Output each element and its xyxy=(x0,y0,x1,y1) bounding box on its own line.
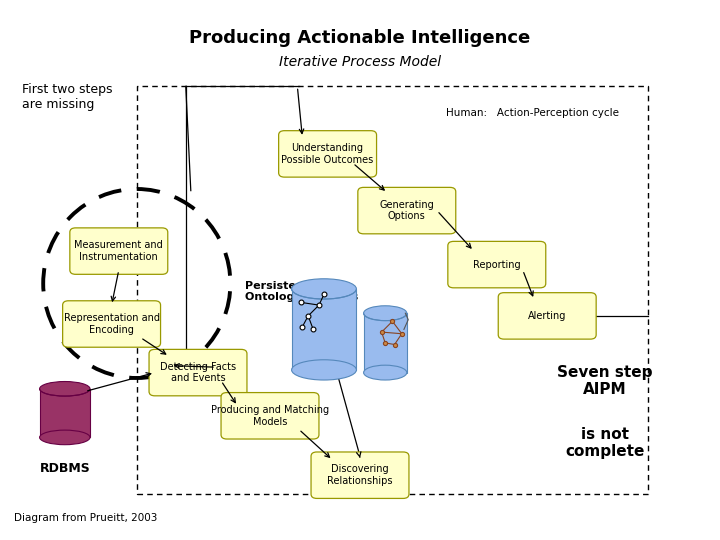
FancyBboxPatch shape xyxy=(498,293,596,339)
Ellipse shape xyxy=(292,279,356,299)
FancyBboxPatch shape xyxy=(63,301,161,347)
Ellipse shape xyxy=(364,306,407,321)
Text: Detecting Facts
and Events: Detecting Facts and Events xyxy=(160,362,236,383)
Text: Reporting: Reporting xyxy=(473,260,521,269)
FancyBboxPatch shape xyxy=(149,349,247,396)
FancyBboxPatch shape xyxy=(358,187,456,234)
Ellipse shape xyxy=(364,365,407,380)
FancyBboxPatch shape xyxy=(448,241,546,288)
Text: Discovering
Relationships: Discovering Relationships xyxy=(328,464,392,486)
Text: First two steps
are missing: First two steps are missing xyxy=(22,83,112,111)
Text: Understanding
Possible Outcomes: Understanding Possible Outcomes xyxy=(282,143,374,165)
Text: Seven step
AIPM: Seven step AIPM xyxy=(557,364,652,397)
Text: Alerting: Alerting xyxy=(528,311,567,321)
Text: Iterative Process Model: Iterative Process Model xyxy=(279,55,441,69)
FancyBboxPatch shape xyxy=(311,452,409,498)
Text: Human:   Action-Perception cycle: Human: Action-Perception cycle xyxy=(446,109,619,118)
Text: Diagram from Prueitt, 2003: Diagram from Prueitt, 2003 xyxy=(14,514,158,523)
Text: is not
complete: is not complete xyxy=(565,427,644,459)
Bar xyxy=(40,389,90,437)
Text: Producing Actionable Intelligence: Producing Actionable Intelligence xyxy=(189,29,531,47)
Ellipse shape xyxy=(292,360,356,380)
FancyBboxPatch shape xyxy=(70,228,168,274)
Bar xyxy=(137,86,648,494)
Ellipse shape xyxy=(40,430,90,445)
Text: Persistent
Ontology Services: Persistent Ontology Services xyxy=(245,281,358,302)
Bar xyxy=(364,313,407,373)
Text: Representation and
Encoding: Representation and Encoding xyxy=(63,313,160,335)
Text: Generating
Options: Generating Options xyxy=(379,200,434,221)
Text: Measurement and
Instrumentation: Measurement and Instrumentation xyxy=(74,240,163,262)
Ellipse shape xyxy=(40,381,90,396)
Bar xyxy=(292,289,356,370)
FancyBboxPatch shape xyxy=(221,393,319,439)
Text: Producing and Matching
Models: Producing and Matching Models xyxy=(211,405,329,427)
FancyBboxPatch shape xyxy=(279,131,377,177)
Text: RDBMS: RDBMS xyxy=(40,462,90,475)
